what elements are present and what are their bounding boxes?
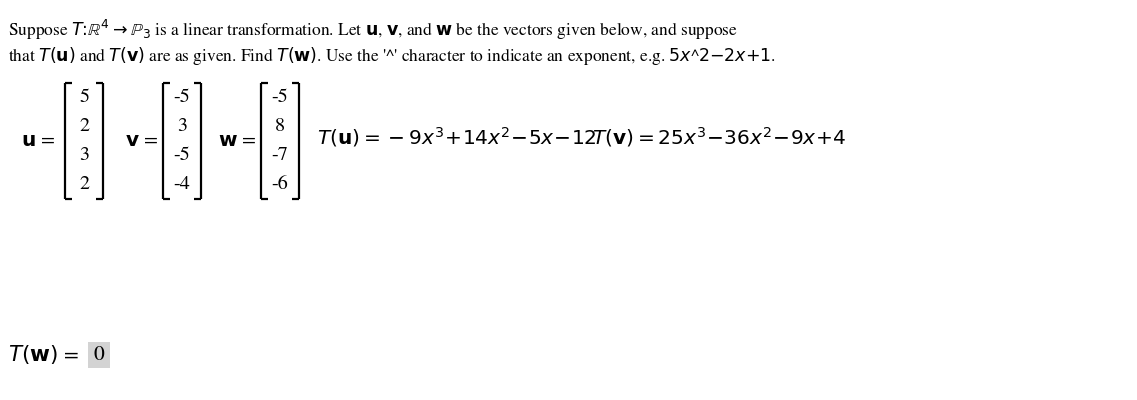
Text: 5: 5: [78, 89, 89, 106]
Text: $T(\mathbf{v}) = 25x^3\!-\!36x^2\!-\!9x\!+\!4$: $T(\mathbf{v}) = 25x^3\!-\!36x^2\!-\!9x\…: [592, 125, 847, 149]
Text: -6: -6: [272, 176, 289, 193]
Text: -5: -5: [174, 89, 190, 106]
Text: $\mathbf{v}$ =: $\mathbf{v}$ =: [125, 132, 158, 150]
Text: $\mathbf{w}$ =: $\mathbf{w}$ =: [217, 132, 256, 150]
FancyBboxPatch shape: [88, 342, 110, 368]
Text: 2: 2: [78, 118, 89, 135]
Text: 8: 8: [275, 118, 285, 135]
Text: $\mathbf{u}$ =: $\mathbf{u}$ =: [20, 132, 55, 150]
Text: that $T(\mathbf{u})$ and $T(\mathbf{v})$ are as given. Find $T(\mathbf{w})$. Use: that $T(\mathbf{u})$ and $T(\mathbf{v})$…: [8, 45, 775, 67]
Text: $T(\mathbf{w})$ =: $T(\mathbf{w})$ =: [8, 344, 80, 366]
Text: Suppose $T\colon\mathbb{R}^4{\to}\mathbb{P}_3$ is a linear transformation. Let $: Suppose $T\colon\mathbb{R}^4{\to}\mathbb…: [8, 18, 738, 42]
Text: -5: -5: [174, 147, 190, 164]
Text: 3: 3: [78, 147, 89, 164]
Text: -5: -5: [272, 89, 289, 106]
Text: -7: -7: [272, 147, 289, 164]
Text: $T(\mathbf{u}) = -9x^3\!+\!14x^2\!-\!5x\!-\!12$: $T(\mathbf{u}) = -9x^3\!+\!14x^2\!-\!5x\…: [317, 125, 597, 149]
Text: -4: -4: [174, 176, 190, 193]
Text: 0: 0: [93, 345, 105, 365]
Text: 3: 3: [177, 118, 186, 135]
Text: 2: 2: [78, 176, 89, 193]
